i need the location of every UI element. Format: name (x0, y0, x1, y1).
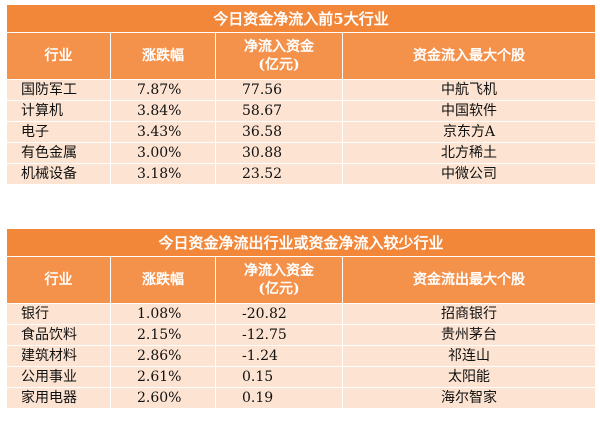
stock-cell: 中国软件 (341, 100, 597, 122)
table-row: 机械设备 3.18% 23.52 中微公司 (6, 163, 597, 185)
inflow-header-flow-line1: 净流入资金 (244, 39, 314, 55)
outflow-header-flow-line1: 净流入资金 (244, 263, 314, 279)
stock-cell: 海尔智家 (341, 387, 597, 409)
industry-cell: 食品饮料 (6, 324, 111, 346)
outflow-header-flow: 净流入资金 (亿元) (215, 256, 343, 304)
table-row: 公用事业 2.61% 0.15 太阳能 (6, 366, 597, 388)
outflow-table: 今日资金净流出行业或资金净流入较少行业 行业 涨跌幅 净流入资金 (亿元) 资金… (5, 228, 597, 409)
inflow-header-industry: 行业 (6, 32, 111, 80)
change-cell: 2.86% (110, 345, 216, 367)
stock-cell: 太阳能 (341, 366, 597, 388)
flow-cell: 23.52 (215, 163, 343, 185)
table-row: 有色金属 3.00% 30.88 北方稀土 (6, 142, 597, 164)
outflow-table-title: 今日资金净流出行业或资金净流入较少行业 (5, 228, 597, 257)
change-cell: 2.15% (110, 324, 216, 346)
change-cell: 3.18% (110, 163, 216, 185)
table-row: 银行 1.08% -20.82 招商银行 (6, 303, 597, 325)
change-cell: 3.43% (110, 121, 216, 143)
inflow-header-flow: 净流入资金 (亿元) (215, 32, 343, 80)
table-row: 建筑材料 2.86% -1.24 祁连山 (6, 345, 597, 367)
industry-cell: 公用事业 (6, 366, 111, 388)
outflow-header-industry: 行业 (6, 256, 111, 304)
stock-cell: 中航飞机 (341, 79, 597, 101)
stock-cell: 祁连山 (341, 345, 597, 367)
change-cell: 7.87% (110, 79, 216, 101)
change-cell: 1.08% (110, 303, 216, 325)
outflow-header-change: 涨跌幅 (110, 256, 216, 304)
industry-cell: 银行 (6, 303, 111, 325)
table-row: 电子 3.43% 36.58 京东方A (6, 121, 597, 143)
industry-cell: 家用电器 (6, 387, 111, 409)
change-cell: 2.60% (110, 387, 216, 409)
inflow-header-flow-line2: (亿元) (258, 57, 300, 73)
flow-cell: 30.88 (215, 142, 343, 164)
change-cell: 3.84% (110, 100, 216, 122)
outflow-header-stock: 资金流出最大个股 (341, 256, 597, 304)
industry-cell: 计算机 (6, 100, 111, 122)
table-row: 食品饮料 2.15% -12.75 贵州茅台 (6, 324, 597, 346)
industry-cell: 有色金属 (6, 142, 111, 164)
inflow-table: 今日资金净流入前5大行业 行业 涨跌幅 净流入资金 (亿元) 资金流入最大个股 … (5, 4, 597, 185)
inflow-table-title: 今日资金净流入前5大行业 (5, 4, 597, 33)
flow-cell: -20.82 (215, 303, 343, 325)
flow-cell: 0.19 (215, 387, 343, 409)
stock-cell: 招商银行 (341, 303, 597, 325)
flow-cell: -12.75 (215, 324, 343, 346)
table-row: 国防军工 7.87% 77.56 中航飞机 (6, 79, 597, 101)
stock-cell: 贵州茅台 (341, 324, 597, 346)
industry-cell: 国防军工 (6, 79, 111, 101)
flow-cell: -1.24 (215, 345, 343, 367)
flow-cell: 36.58 (215, 121, 343, 143)
outflow-header-flow-line2: (亿元) (258, 281, 300, 297)
industry-cell: 建筑材料 (6, 345, 111, 367)
inflow-header-change: 涨跌幅 (110, 32, 216, 80)
table-row: 家用电器 2.60% 0.19 海尔智家 (6, 387, 597, 409)
change-cell: 3.00% (110, 142, 216, 164)
flow-cell: 58.67 (215, 100, 343, 122)
stock-cell: 中微公司 (341, 163, 597, 185)
industry-cell: 机械设备 (6, 163, 111, 185)
table-row: 计算机 3.84% 58.67 中国软件 (6, 100, 597, 122)
stock-cell: 北方稀土 (341, 142, 597, 164)
flow-cell: 77.56 (215, 79, 343, 101)
flow-cell: 0.15 (215, 366, 343, 388)
inflow-header-stock: 资金流入最大个股 (341, 32, 597, 80)
stock-cell: 京东方A (341, 121, 597, 143)
industry-cell: 电子 (6, 121, 111, 143)
change-cell: 2.61% (110, 366, 216, 388)
